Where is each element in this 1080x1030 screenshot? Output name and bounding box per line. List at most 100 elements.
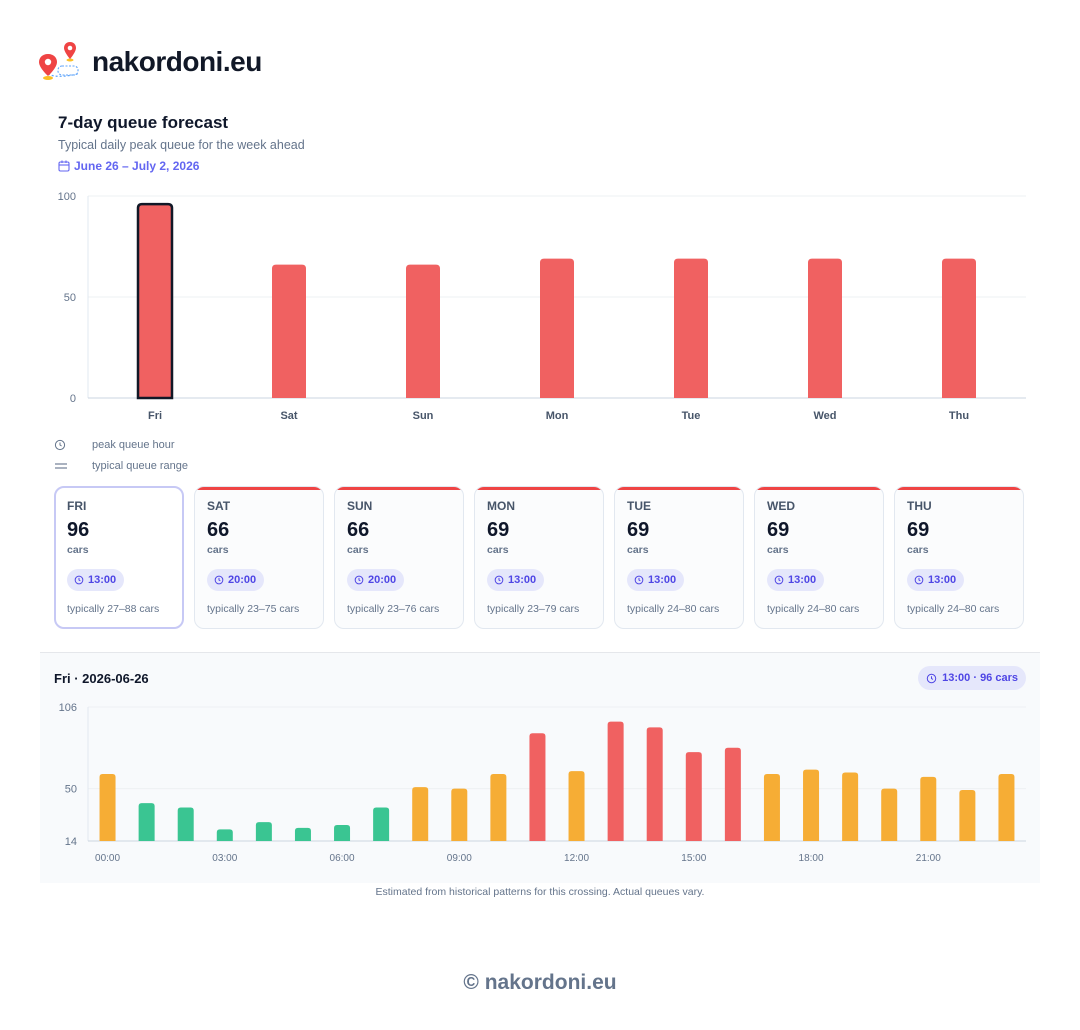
card-day: SUN (347, 499, 373, 513)
x-tick-label: 21:00 (916, 853, 941, 864)
hour-bar-19:00 (842, 772, 859, 841)
day-card-tue[interactable]: TUE 69 cars 13:00 typically 24–80 cars (614, 486, 744, 629)
hour-bar-08:00 (412, 787, 429, 841)
bar-thu (942, 258, 976, 398)
hour-bar-02:00 (177, 807, 194, 841)
hour-bar-22:00 (959, 790, 976, 841)
x-tick-label: 06:00 (330, 853, 355, 864)
day-card-fri[interactable]: FRI 96 cars 13:00 typically 27–88 cars (54, 486, 184, 629)
clock-icon (214, 575, 224, 585)
y-tick-label: 106 (59, 702, 77, 714)
peak-hour-pill: 13:00 (67, 569, 125, 591)
bar-wed (808, 258, 842, 398)
y-tick-label: 50 (65, 784, 77, 796)
hour-bar-16:00 (724, 747, 741, 841)
hour-bar-17:00 (763, 774, 780, 841)
peak-hour: 13:00 (88, 574, 117, 586)
brand-name[interactable]: nakordoni.eu (92, 46, 262, 77)
bar-mon (540, 258, 574, 398)
legend-queue-range-label: typical queue range (92, 459, 189, 472)
card-unit: cars (487, 544, 509, 556)
hour-bar-09:00 (451, 788, 468, 841)
card-range: typically 24–80 cars (907, 603, 1000, 615)
card-day: THU (907, 499, 932, 513)
peak-hour: 13:00 (648, 574, 677, 586)
card-range: typically 23–75 cars (207, 603, 300, 615)
day-card-thu[interactable]: THU 69 cars 13:00 typically 24–80 cars (894, 486, 1024, 629)
hour-bar-12:00 (568, 771, 585, 841)
x-tick-label: 15:00 (681, 853, 706, 864)
day-card-sat[interactable]: SAT 66 cars 20:00 typically 23–75 cars (194, 486, 324, 629)
legend-queue-range: typical queue range (54, 455, 188, 476)
card-day: WED (767, 499, 795, 513)
date-range-text: June 26 – July 2, 2026 (74, 159, 200, 173)
y-tick-label: 50 (64, 292, 76, 304)
card-peak-value: 69 (487, 519, 510, 541)
hour-bar-13:00 (607, 721, 624, 841)
x-tick-label: 00:00 (95, 853, 120, 864)
peak-hour: 13:00 (508, 574, 537, 586)
hour-bar-20:00 (881, 788, 898, 841)
x-tick-label: 12:00 (564, 853, 589, 864)
hour-bar-21:00 (920, 776, 937, 841)
hour-bar-10:00 (490, 774, 507, 841)
card-unit: cars (627, 544, 649, 556)
peak-hour-pill: 13:00 (907, 569, 965, 591)
hour-bar-05:00 (294, 827, 311, 841)
legend-peak-hour: peak queue hour (54, 434, 188, 455)
x-tick-label: Sat (280, 410, 297, 422)
peak-hour-pill: 20:00 (207, 569, 265, 591)
x-tick-label: Tue (682, 410, 701, 422)
x-tick-label: Mon (546, 410, 569, 422)
hour-bar-00:00 (99, 774, 116, 841)
legend-peak-hour-label: peak queue hour (92, 438, 175, 451)
hour-bar-14:00 (646, 727, 663, 841)
peak-hour: 13:00 (788, 574, 817, 586)
map-pin-logo-icon (39, 42, 79, 80)
hour-bar-07:00 (373, 807, 390, 841)
peak-hour: 20:00 (228, 574, 257, 586)
clock-icon (634, 575, 644, 585)
peak-hour-pill: 13:00 (767, 569, 825, 591)
card-unit: cars (207, 544, 229, 556)
card-range: typically 24–80 cars (767, 603, 860, 615)
hour-bar-15:00 (685, 752, 702, 841)
clock-icon (54, 439, 66, 450)
hourly-queue-chart: 14 50 106 00:00 03:00 06:00 09:00 12:00 15:00 18:… (59, 702, 1026, 864)
card-peak-value: 69 (767, 519, 790, 541)
bar-fri (136, 202, 174, 400)
disclaimer-note: Estimated from historical patterns for t… (375, 886, 705, 898)
bar-sun (406, 264, 440, 398)
card-unit: cars (907, 544, 929, 556)
hour-bar-11:00 (529, 733, 546, 841)
hour-bar-04:00 (255, 822, 272, 841)
day-card-mon[interactable]: MON 69 cars 13:00 typically 23–79 cars (474, 486, 604, 629)
hour-bar-06:00 (334, 824, 351, 841)
y-tick-label: 0 (70, 393, 76, 405)
card-peak-value: 66 (207, 519, 230, 541)
card-range: typically 24–80 cars (627, 603, 720, 615)
card-range: typically 23–79 cars (487, 603, 580, 615)
footer-copyright[interactable]: © nakordoni.eu (463, 971, 617, 994)
x-tick-label: Sun (413, 410, 434, 422)
x-tick-label: 18:00 (799, 853, 824, 864)
card-peak-value: 96 (67, 519, 90, 541)
bar-sat (272, 264, 306, 398)
forecast-title: 7-day queue forecast (58, 113, 229, 132)
x-tick-label: Wed (813, 410, 836, 422)
peak-hour: 13:00 (928, 574, 957, 586)
forecast-subtitle: Typical daily peak queue for the week ah… (58, 138, 305, 152)
day-card-sun[interactable]: SUN 66 cars 20:00 typically 23–76 cars (334, 486, 464, 629)
x-tick-label: Fri (148, 410, 162, 422)
date-range: June 26 – July 2, 2026 (58, 159, 305, 173)
clock-icon (74, 575, 84, 585)
card-range: typically 27–88 cars (67, 603, 160, 615)
card-unit: cars (767, 544, 789, 556)
clock-icon (774, 575, 784, 585)
card-unit: cars (67, 544, 89, 556)
hour-bar-18:00 (803, 769, 820, 841)
day-card-wed[interactable]: WED 69 cars 13:00 typically 24–80 cars (754, 486, 884, 629)
y-tick-label: 100 (58, 191, 76, 203)
hour-bar-23:00 (998, 774, 1015, 841)
forecast-header: 7-day queue forecast Typical daily peak … (58, 113, 305, 173)
